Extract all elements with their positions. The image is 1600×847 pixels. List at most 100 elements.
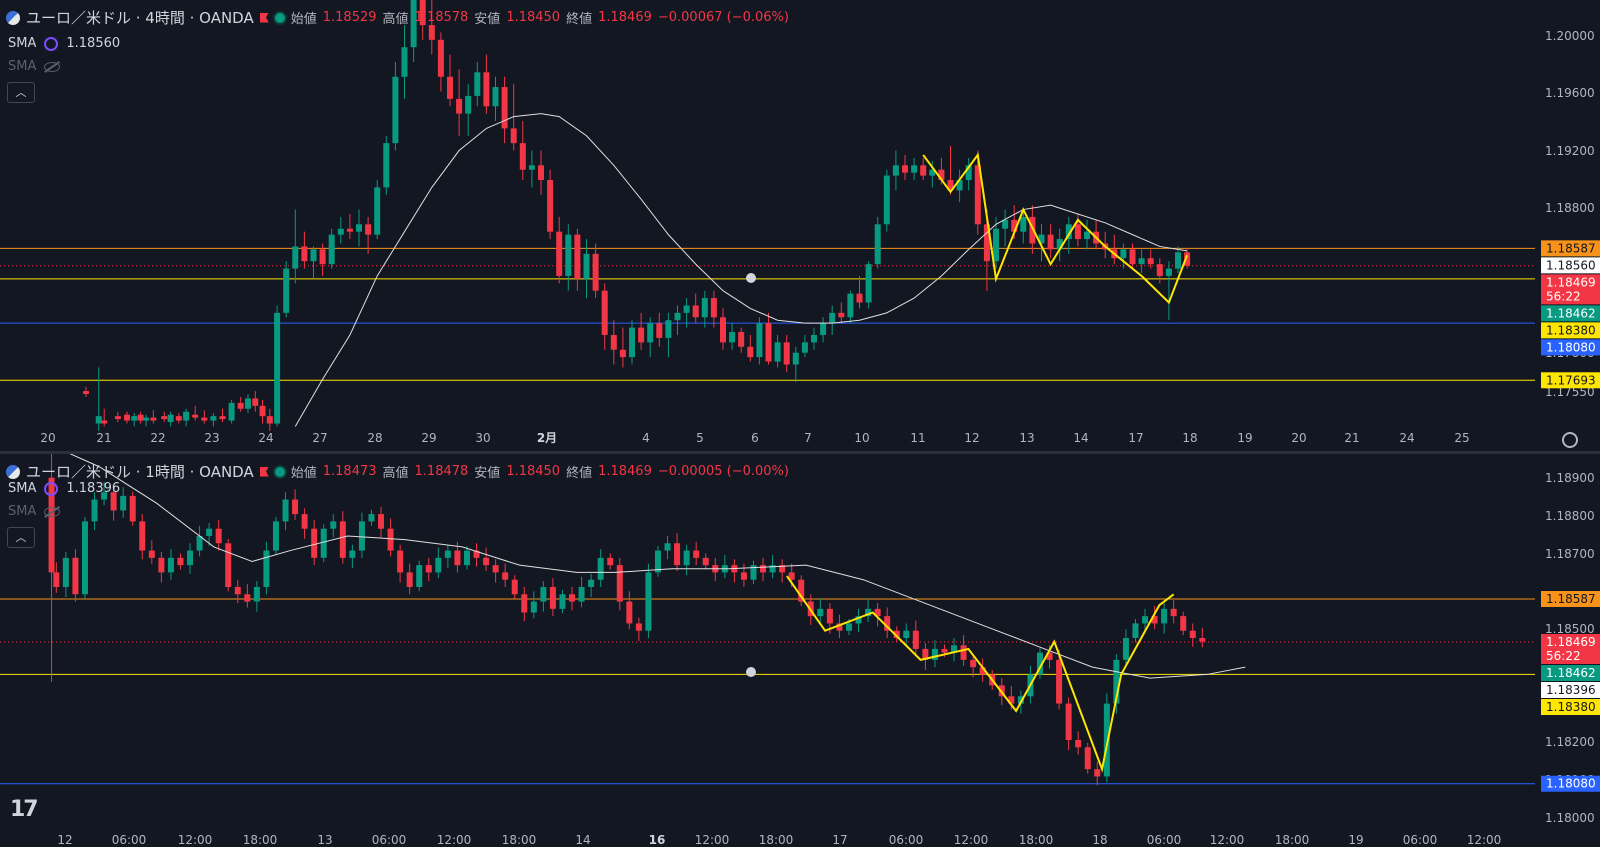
x-tick-label: 12	[964, 431, 979, 445]
chart-pane-4h[interactable]: 1.200001.196001.192001.188001.178001.175…	[0, 0, 1600, 451]
candle-body	[960, 645, 967, 660]
x-tick-label: 12:00	[1210, 833, 1245, 847]
candle-body	[902, 165, 908, 173]
candle-body	[502, 572, 509, 580]
close-value: 1.18469	[598, 464, 652, 479]
y-tick-label: 1.18200	[1545, 735, 1595, 749]
candle-body	[428, 25, 435, 40]
tradingview-logo[interactable]: 17	[10, 797, 39, 822]
candle-body	[483, 72, 490, 107]
indicator-sma-2[interactable]: SMA	[8, 59, 61, 74]
candle-body	[1065, 703, 1072, 741]
price-badge	[1541, 322, 1600, 339]
candle-body	[1113, 659, 1120, 704]
x-tick-label: 24	[1399, 431, 1414, 445]
candle-body	[779, 565, 786, 573]
x-tick-label: 06:00	[372, 833, 407, 847]
candle-body	[740, 572, 747, 580]
candle-body	[259, 405, 266, 417]
candle-body	[123, 414, 130, 421]
candle-body	[547, 180, 554, 232]
candle-body	[565, 234, 572, 276]
pane-divider[interactable]	[0, 451, 1600, 454]
market-status-icon[interactable]	[274, 466, 285, 477]
chart-canvas-4h[interactable]: 1.200001.196001.192001.188001.178001.175…	[0, 0, 1600, 451]
flag-icon[interactable]	[259, 12, 269, 23]
candle-body	[1084, 747, 1091, 770]
candle-body	[549, 586, 556, 609]
x-tick-label: 18:00	[1275, 833, 1310, 847]
candle-body	[310, 249, 317, 262]
settings-gear-icon[interactable]	[1562, 432, 1578, 448]
candle-body	[747, 346, 754, 358]
candle-body	[1170, 608, 1177, 617]
candle-body	[865, 264, 872, 303]
indicator-name: SMA	[8, 36, 37, 51]
candle-body	[874, 224, 881, 265]
candle-body	[410, 0, 417, 48]
candle-body	[683, 550, 690, 566]
eurusd-flag-icon	[6, 10, 20, 25]
candle-body	[538, 165, 544, 181]
x-tick-label: 12:00	[1467, 833, 1502, 847]
candle-body	[592, 253, 599, 291]
candle-body	[619, 349, 626, 358]
candle-body	[610, 334, 617, 350]
candle-body	[788, 572, 795, 580]
candle-body	[456, 98, 463, 114]
low-value: 1.18450	[506, 464, 561, 479]
candle-body	[774, 342, 781, 362]
chart-canvas-1h[interactable]: 1.189001.188001.187001.185001.182001.181…	[0, 454, 1600, 847]
indicator-settings-icon[interactable]	[44, 481, 59, 496]
price-badge-label: 1.18469	[1546, 635, 1596, 649]
candle-body	[693, 550, 700, 558]
x-tick-label: 19	[1237, 431, 1252, 445]
candle-body	[647, 323, 654, 343]
candle-body	[274, 312, 281, 424]
candle-body	[893, 630, 900, 638]
candle-body	[583, 253, 590, 279]
candle-body	[492, 87, 499, 107]
indicator-settings-icon[interactable]	[44, 36, 59, 51]
indicator-sma-1[interactable]: SMA 1.18560	[8, 36, 120, 51]
candle-body	[201, 417, 208, 421]
candle-body	[110, 492, 117, 511]
x-tick-label: 16	[649, 833, 666, 847]
candle-body	[129, 495, 136, 522]
close-label: 終値	[566, 466, 593, 481]
price-badge	[1541, 665, 1600, 682]
collapse-legend-button[interactable]: ︿	[7, 82, 35, 103]
hidden-eye-icon[interactable]	[44, 506, 61, 517]
chart-pane-1h[interactable]: 1.189001.188001.187001.185001.182001.181…	[0, 454, 1600, 847]
candle-body	[62, 557, 69, 587]
candle-body	[349, 550, 356, 558]
collapse-legend-button[interactable]: ︿	[7, 527, 35, 548]
candle-body	[1056, 659, 1063, 704]
candle-body	[574, 234, 581, 279]
indicator-sma-2[interactable]: SMA	[8, 504, 61, 519]
flag-icon[interactable]	[259, 466, 269, 477]
market-status-icon[interactable]	[274, 12, 285, 23]
change-value: −0.00005 (−0.00%)	[657, 464, 789, 479]
candle-body	[131, 416, 138, 421]
hidden-eye-icon[interactable]	[44, 61, 61, 72]
candle-body	[616, 565, 623, 602]
candle-body	[383, 143, 390, 188]
x-tick-label: 13	[1019, 431, 1034, 445]
candle-body	[1151, 616, 1158, 624]
symbol-title[interactable]: ユーロ／米ドル · 4時間 · OANDA	[26, 9, 254, 27]
price-badge	[1541, 305, 1600, 322]
low-label: 安値	[474, 12, 501, 27]
x-tick-label: 18:00	[243, 833, 278, 847]
indicator-sma-1[interactable]: SMA 1.18396	[8, 481, 120, 496]
y-tick-label: 1.19600	[1545, 86, 1595, 100]
x-tick-label: 29	[421, 431, 436, 445]
symbol-title[interactable]: ユーロ／米ドル · 1時間 · OANDA	[26, 463, 254, 481]
y-tick-label: 1.18800	[1545, 509, 1595, 523]
candle-body	[510, 128, 517, 144]
x-tick-label: 18	[1182, 431, 1197, 445]
candle-body	[569, 594, 576, 602]
candle-body	[114, 416, 121, 420]
legend-header: ユーロ／米ドル · 4時間 · OANDA 始値 1.18529 高値 1.1857…	[6, 7, 789, 28]
candle-body	[143, 417, 150, 421]
